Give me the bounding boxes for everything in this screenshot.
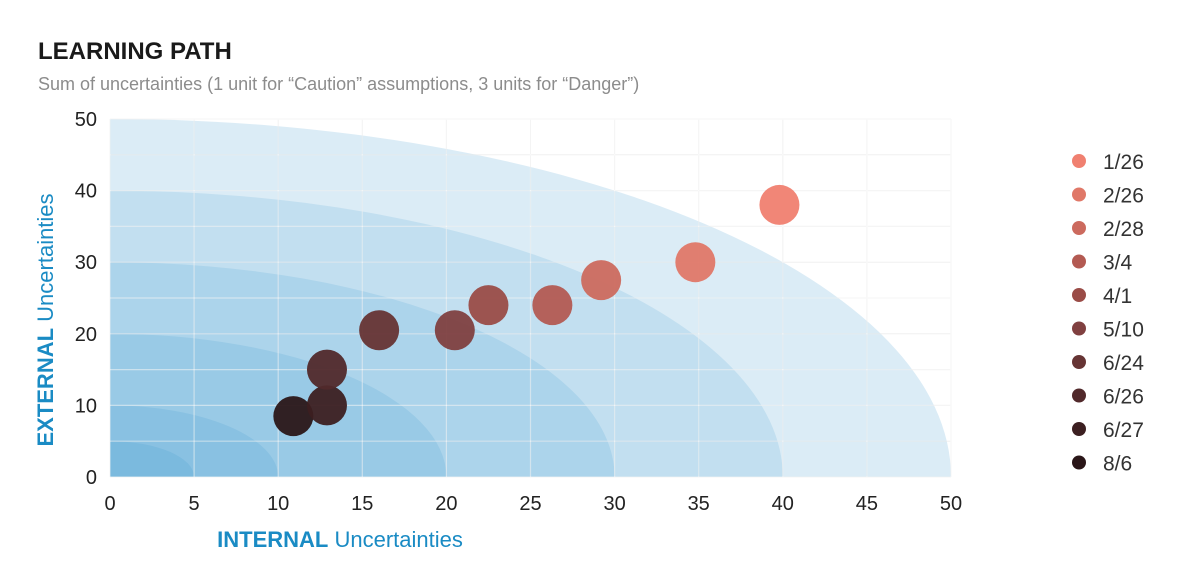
legend-label: 6/27: [1103, 419, 1144, 442]
legend-label: 6/24: [1103, 352, 1144, 375]
legend-label: 1/26: [1103, 151, 1144, 174]
legend-item: 2/26: [1072, 185, 1144, 208]
legend-label: 2/28: [1103, 218, 1144, 241]
data-point: [581, 260, 622, 301]
background-band: [110, 441, 195, 477]
legend-item: 1/26: [1072, 151, 1144, 174]
legend-item: 8/6: [1072, 453, 1132, 476]
legend-marker: [1072, 288, 1086, 302]
x-axis-label: INTERNAL Uncertainties: [217, 527, 463, 552]
legend: 1/26 2/26 2/28 3/4 4/1 5/10 6/24 6/26 6/27 8/6: [1072, 151, 1144, 476]
legend-item: 5/10: [1072, 319, 1144, 342]
grid-lines: [109, 118, 952, 478]
y-tick-label: 30: [75, 252, 97, 274]
y-tick-label: 20: [75, 324, 97, 346]
legend-label: 6/26: [1103, 386, 1144, 409]
legend-item: 6/27: [1072, 419, 1144, 442]
data-point: [468, 285, 509, 326]
data-point: [306, 349, 347, 390]
data-point: [273, 396, 314, 437]
legend-label: 4/1: [1103, 285, 1132, 308]
legend-item: 2/28: [1072, 218, 1144, 241]
legend-label: 5/10: [1103, 319, 1144, 342]
legend-label: 2/26: [1103, 185, 1144, 208]
x-tick-label: 5: [189, 493, 200, 515]
x-tick-label: 35: [688, 493, 710, 515]
x-tick-label: 20: [435, 493, 457, 515]
legend-item: 6/24: [1072, 352, 1144, 375]
x-tick-label: 30: [603, 493, 625, 515]
data-point: [675, 242, 716, 283]
y-axis-label: EXTERNAL Uncertainties: [33, 193, 58, 446]
data-point: [359, 310, 400, 351]
x-tick-label: 15: [351, 493, 373, 515]
y-tick-label: 50: [75, 109, 97, 131]
legend-marker: [1072, 455, 1086, 470]
x-tick-label: 0: [104, 493, 115, 515]
legend-marker: [1072, 355, 1086, 369]
x-tick-label: 25: [519, 493, 541, 515]
legend-label: 3/4: [1103, 252, 1133, 275]
data-point: [532, 285, 573, 326]
x-axis-ticks: 0 5 10 15 20 25 30 35 40 45 50: [104, 493, 962, 515]
chart-title: LEARNING PATH: [38, 38, 232, 65]
legend-marker: [1072, 388, 1086, 403]
y-tick-label: 0: [86, 467, 97, 489]
legend-marker: [1072, 321, 1086, 336]
y-axis-ticks: 0 10 20 30 40 50: [75, 109, 97, 489]
data-point: [759, 184, 800, 225]
y-tick-label: 40: [75, 181, 97, 203]
legend-item: 3/4: [1072, 252, 1133, 275]
x-tick-label: 50: [940, 493, 962, 515]
legend-item: 4/1: [1072, 285, 1132, 308]
data-point: [306, 385, 347, 426]
chart-subtitle: Sum of uncertainties (1 unit for “Cautio…: [38, 74, 640, 94]
legend-marker: [1072, 254, 1086, 269]
legend-marker: [1072, 187, 1086, 202]
x-tick-label: 10: [267, 493, 289, 515]
y-tick-label: 10: [75, 395, 97, 417]
legend-item: 6/26: [1072, 386, 1144, 409]
legend-label: 8/6: [1103, 453, 1132, 476]
x-tick-label: 45: [856, 493, 878, 515]
data-point: [434, 310, 475, 351]
legend-marker: [1072, 154, 1086, 168]
x-tick-label: 40: [772, 493, 794, 515]
data-points: [273, 184, 800, 437]
legend-marker: [1072, 422, 1086, 436]
legend-marker: [1072, 221, 1086, 235]
